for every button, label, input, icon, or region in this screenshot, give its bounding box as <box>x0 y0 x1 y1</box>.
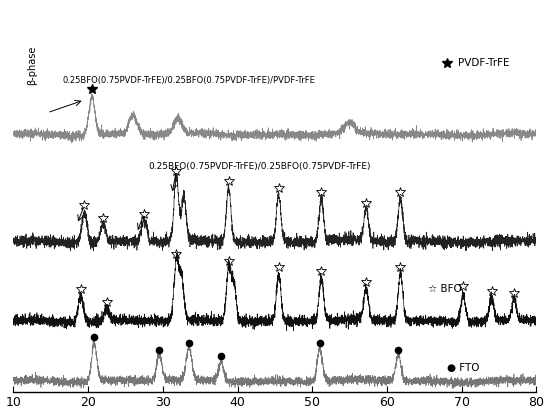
Text: 0.25BFO(0.75PVDF-TrFE)/0.25BFO(0.75PVDF-TrFE): 0.25BFO(0.75PVDF-TrFE)/0.25BFO(0.75PVDF-… <box>148 162 371 171</box>
Text: ● FTO: ● FTO <box>447 363 479 373</box>
Text: PVDF-TrFE: PVDF-TrFE <box>458 59 509 68</box>
Text: ☆ BFO: ☆ BFO <box>428 283 462 294</box>
Text: β-phase: β-phase <box>27 46 37 85</box>
Text: 0.25BFO(0.75PVDF-TrFE)/0.25BFO(0.75PVDF-TrFE)/PVDF-TrFE: 0.25BFO(0.75PVDF-TrFE)/0.25BFO(0.75PVDF-… <box>62 76 315 85</box>
